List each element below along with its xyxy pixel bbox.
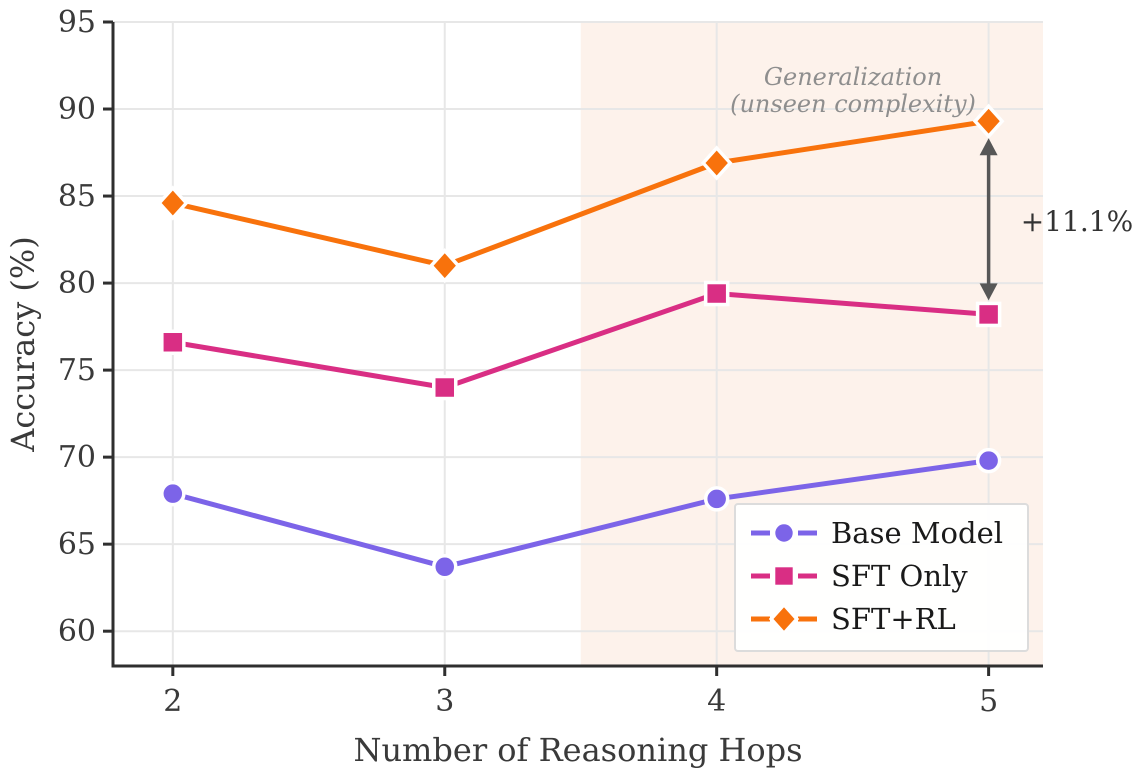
y-tick-label-80: 80: [58, 266, 96, 301]
series-base-model: [160, 447, 1002, 580]
x-tick-label-2: 2: [163, 684, 182, 719]
series-line-sft-only: [172, 290, 989, 391]
marker-base-model-x5: [975, 447, 1002, 474]
legend-box: [734, 503, 1029, 652]
marker-base-model-x3: [432, 554, 458, 580]
axes: [103, 20, 1043, 676]
y-tick-label-95: 95: [58, 5, 96, 40]
x-tick-label-4: 4: [707, 684, 726, 719]
y-tick-label-65: 65: [58, 527, 96, 562]
legend-item-sft-rl: SFT+RL: [751, 602, 956, 636]
legend-marker-sft-only: [771, 563, 797, 589]
marker-base-model-x4: [703, 486, 730, 512]
marker-sft-only-x5: [975, 301, 1002, 328]
legend: Base Model SFT Only SFT+RL: [734, 503, 1029, 652]
legend-item-sft-only: SFT Only: [751, 559, 968, 593]
legend-label-sft-only: SFT Only: [831, 559, 968, 593]
marker-base-model-x2: [160, 480, 186, 507]
marker-sft-only-x3: [432, 374, 458, 401]
series-sft-rl: [156, 103, 1005, 284]
series-line-base-model: [172, 458, 989, 570]
difference-label: +11.1%: [1021, 205, 1133, 238]
difference-arrow-head-top: [979, 138, 998, 156]
legend-label-base-model: Base Model: [831, 516, 1003, 550]
legend-marker-base-model: [771, 520, 797, 546]
series-sft-only: [160, 280, 1002, 401]
marker-sft-rl-x4: [700, 145, 733, 181]
y-tick-label-90: 90: [58, 92, 96, 127]
x-axis-label: Number of Reasoning Hops: [353, 731, 802, 769]
region-label-line-1: Generalization: [764, 63, 942, 91]
y-tick-label-75: 75: [58, 353, 96, 388]
series-line-sft-rl: [172, 118, 989, 269]
y-axis-label: Accuracy (%): [4, 236, 42, 452]
y-tick-label-85: 85: [58, 179, 96, 214]
y-tick-label-60: 60: [58, 614, 96, 649]
difference-annotation: +11.1%: [979, 138, 1133, 301]
region-label-line-2: (unseen complexity): [730, 90, 976, 118]
x-tick-label-3: 3: [435, 684, 454, 719]
marker-sft-rl-x5: [972, 103, 1005, 139]
marker-sft-rl-x3: [428, 248, 461, 284]
marker-sft-rl-x2: [156, 185, 189, 221]
y-tick-label-70: 70: [58, 440, 96, 475]
legend-marker-sft-rl: [768, 602, 800, 636]
marker-sft-only-x4: [703, 280, 730, 307]
difference-arrow-head-bottom: [979, 283, 998, 301]
marker-sft-only-x2: [160, 329, 186, 356]
legend-label-sft-rl: SFT+RL: [831, 602, 956, 636]
legend-item-base-model: Base Model: [751, 516, 1003, 550]
x-tick-label-5: 5: [979, 684, 998, 719]
